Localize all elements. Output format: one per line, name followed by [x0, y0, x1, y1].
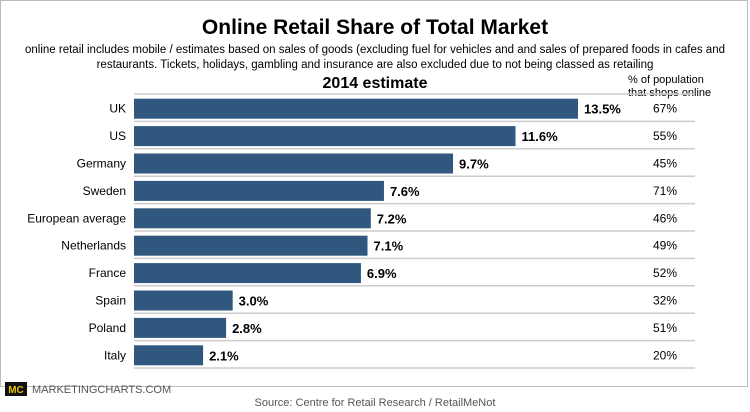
side-column-value: 67% — [653, 102, 677, 116]
chart-subtitle-line-1: online retail includes mobile / estimate… — [25, 44, 725, 56]
source-note: Source: Centre for Retail Research / Ret… — [255, 397, 496, 409]
bar — [134, 153, 454, 174]
bar — [134, 345, 204, 366]
value-label: 7.2% — [377, 211, 407, 226]
side-column-value: 71% — [653, 184, 677, 198]
category-label: Poland — [89, 321, 126, 335]
bar — [134, 235, 368, 256]
bar — [134, 290, 233, 311]
side-column-header-line-1: % of population — [628, 74, 704, 86]
value-label: 2.8% — [232, 321, 262, 336]
value-label: 3.0% — [239, 294, 269, 309]
bar — [134, 98, 578, 119]
series-title: 2014 estimate — [323, 75, 428, 92]
value-label: 11.6% — [522, 129, 559, 144]
value-label: 7.1% — [374, 239, 404, 254]
bar — [134, 180, 384, 201]
category-label: European average — [27, 211, 126, 225]
value-label: 6.9% — [367, 266, 397, 281]
logo-text: MC — [8, 385, 24, 396]
side-column-value: 51% — [653, 321, 677, 335]
category-label: Germany — [77, 157, 126, 171]
bar — [134, 263, 361, 284]
chart-subtitle-line-2: restaurants. Tickets, holidays, gambling… — [97, 59, 654, 71]
category-label: US — [109, 129, 126, 143]
side-column-value: 49% — [653, 239, 677, 253]
side-column-value: 45% — [653, 157, 677, 171]
side-column-value: 52% — [653, 266, 677, 280]
side-column-value: 55% — [653, 129, 677, 143]
value-label: 13.5% — [584, 102, 621, 117]
side-column-header-line-2: that shops online — [628, 87, 711, 99]
category-label: Netherlands — [61, 239, 126, 253]
category-label: France — [89, 266, 127, 280]
bar — [134, 208, 371, 229]
category-label: Sweden — [83, 184, 126, 198]
chart-title: Online Retail Share of Total Market — [202, 16, 548, 39]
site-name: MARKETINGCHARTS.COM — [32, 384, 171, 396]
side-column-value: 20% — [653, 348, 677, 362]
category-label: UK — [109, 102, 126, 116]
value-label: 9.7% — [459, 157, 489, 172]
value-label: 2.1% — [209, 348, 239, 363]
marketingcharts-logo — [5, 382, 27, 396]
category-label: Spain — [95, 294, 126, 308]
value-label: 7.6% — [390, 184, 420, 199]
bar — [134, 317, 227, 338]
side-column-value: 46% — [653, 211, 677, 225]
category-label: Italy — [104, 348, 126, 362]
bar — [134, 126, 516, 147]
side-column-value: 32% — [653, 294, 677, 308]
